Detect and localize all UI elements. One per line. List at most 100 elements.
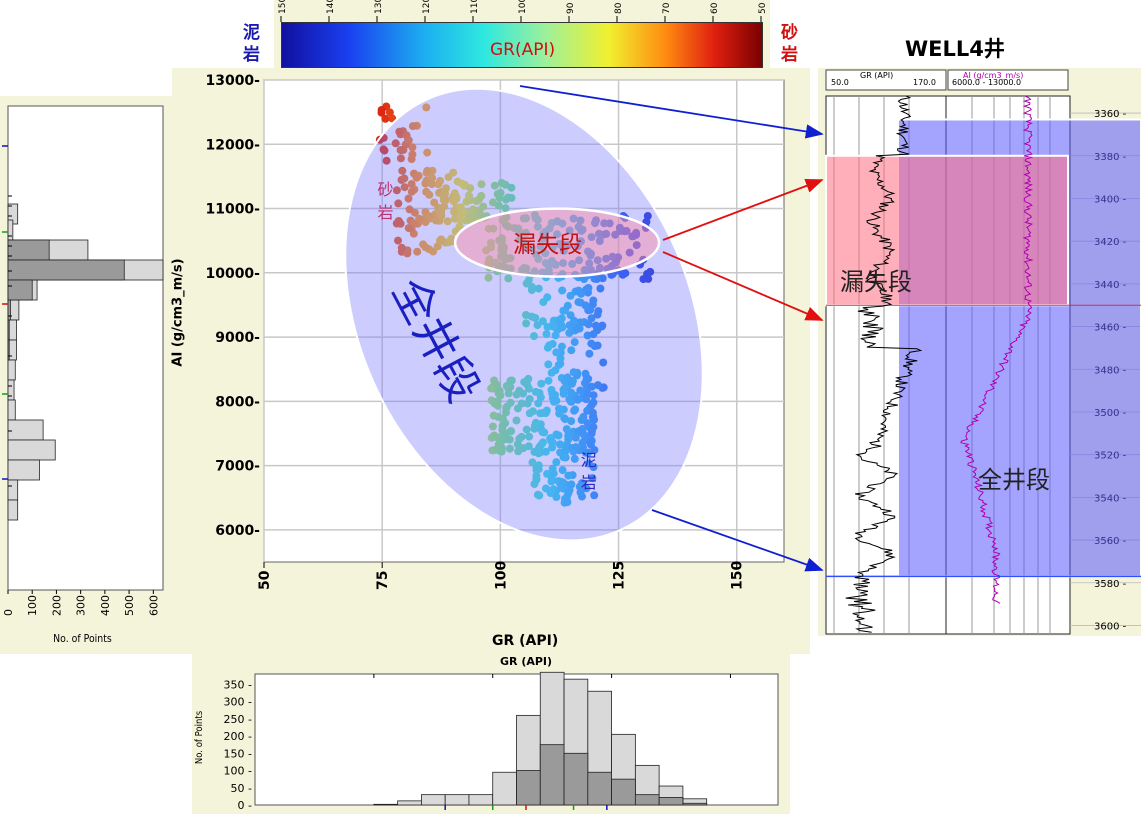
scatter-point: [434, 180, 443, 189]
bottom-histogram-ytick-label: 350 -: [224, 678, 252, 691]
loss-zone-base-arrow: [662, 251, 824, 321]
colorbar-tick-label: 120: [422, 0, 432, 14]
scatter-point: [410, 219, 419, 228]
well-log: 3360 -3380 -3400 -3420 -3440 -3460 -3480…: [825, 69, 1141, 635]
scatter-point: [574, 286, 583, 295]
scatter-point: [553, 217, 562, 226]
scatter-point: [591, 219, 599, 228]
left-histogram-bar: [7, 259, 125, 281]
scatter-point: [495, 193, 504, 202]
scatter-point: [537, 426, 546, 435]
scatter-point: [600, 219, 609, 228]
scatter-point: [506, 398, 515, 407]
colorbar-right-label: 砂岩: [781, 23, 798, 65]
scatter-point: [494, 201, 503, 210]
loss-zone: [825, 154, 1069, 307]
scatter-point: [569, 368, 578, 377]
loss-zone-annotation: 漏失段: [513, 232, 582, 258]
scatter-point: [552, 458, 561, 467]
scatter-point: [569, 214, 578, 223]
scatter-point: [585, 259, 594, 268]
scatter-point: [493, 380, 501, 389]
scatter-point: [439, 196, 448, 205]
scatter-point: [518, 265, 526, 274]
scatter-point: [472, 197, 481, 206]
scatter-xtick-label: 75: [375, 571, 391, 590]
scatter-point: [498, 414, 507, 423]
scatter-point: [530, 332, 538, 341]
scatter-point: [582, 484, 591, 493]
colorbar-tick-label: 80: [614, 2, 624, 14]
scatter-point: [458, 179, 467, 188]
scatter-point: [643, 212, 652, 220]
scatter-point: [570, 454, 579, 463]
scatter-point: [551, 331, 560, 340]
ai-track-name: AI (g/cm3_m/s): [963, 71, 1024, 80]
scatter-ytick-label: 13000-: [205, 73, 260, 89]
scatter-point: [405, 205, 414, 214]
left-histogram-xtick-label: 400: [99, 595, 112, 616]
scatter-point: [632, 241, 641, 250]
scatter-point: [504, 222, 513, 231]
scatter-point: [493, 444, 502, 453]
scatter-point: [415, 214, 424, 223]
left-histogram-xtick-label: 0: [2, 609, 15, 616]
scatter-point: [521, 228, 530, 237]
bottom-histogram: 0 - 50 - 100 - 150 - 200 - 250 - 300 - 350 -: [224, 671, 779, 812]
scatter-point: [602, 229, 611, 238]
scatter-point: [571, 433, 580, 442]
scatter-point: [537, 379, 546, 388]
scatter-ytick-label: 11000-: [205, 202, 260, 218]
scatter-point: [587, 233, 596, 242]
scatter-point: [540, 232, 549, 241]
scatter-point: [564, 471, 573, 480]
colorbar-tick-label: 150: [278, 0, 288, 14]
scatter-ytick-label: 7000-: [215, 459, 260, 475]
scatter-xlabel: GR (API): [492, 633, 559, 649]
loss-zone-ellipse: [453, 207, 661, 278]
scatter-point: [407, 187, 416, 196]
scatter-point: [502, 255, 510, 264]
scatter-point: [608, 252, 617, 261]
scatter-point: [567, 417, 576, 426]
log-full-well-label: 全井段: [978, 466, 1050, 494]
scatter-point: [599, 358, 608, 367]
scatter-point: [404, 224, 413, 233]
sand-annotation: 砂: [377, 180, 393, 199]
colorbar-left-label: 泥岩: [243, 23, 260, 65]
scatter-point: [555, 409, 564, 418]
scatter-point: [559, 385, 568, 394]
scatter-point: [450, 208, 459, 216]
left-histogram: 0 100 200 300 400 500 600: [2, 105, 164, 616]
scatter-point: [525, 432, 534, 441]
scatter-point: [507, 193, 516, 202]
scatter-point: [562, 425, 571, 434]
scatter-xtick-label: 50: [257, 570, 273, 590]
full-well-ellipse: [344, 87, 704, 542]
scatter-point: [396, 154, 405, 163]
gr-track-header: [825, 69, 947, 91]
colorbar-gradient: [281, 22, 763, 68]
bottom-histogram-title: GR (API): [500, 655, 553, 668]
scatter-point: [497, 179, 506, 187]
scatter-point: [542, 330, 551, 339]
scatter-point: [469, 205, 477, 214]
scatter-ytick-label: 6000-: [215, 523, 260, 539]
scatter-point: [407, 180, 416, 189]
scatter-point: [430, 198, 439, 207]
scatter-point: [447, 234, 456, 243]
scatter-point: [534, 284, 543, 293]
scatter-point: [395, 127, 404, 136]
scatter-point: [422, 103, 431, 112]
bottom-histogram-bar: [611, 778, 636, 806]
scatter-point: [560, 240, 569, 249]
scatter-point: [568, 259, 577, 268]
scatter-point: [587, 382, 596, 391]
depth-tick-label: 3360 -: [1094, 109, 1127, 120]
scatter-point: [556, 354, 565, 363]
scatter-point: [394, 236, 402, 245]
scatter-point: [584, 374, 593, 383]
scatter-point: [522, 425, 531, 434]
scatter-point: [397, 145, 406, 154]
scatter-point: [530, 424, 539, 433]
